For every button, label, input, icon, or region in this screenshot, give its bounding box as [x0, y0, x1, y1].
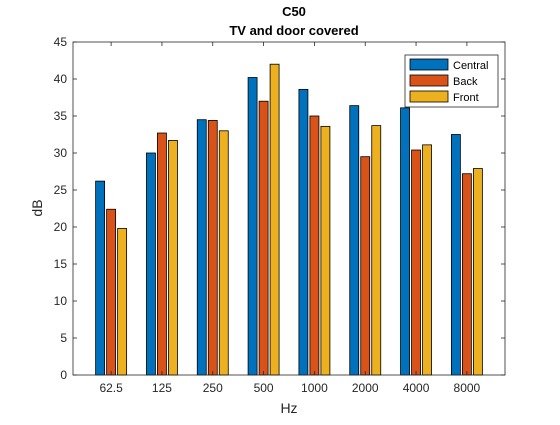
y-tick-label: 15	[54, 257, 68, 271]
legend-label-back: Back	[453, 76, 478, 88]
bar-back-500	[258, 100, 269, 376]
bar-back-2000	[360, 156, 371, 376]
bar-central-125	[146, 152, 156, 376]
legend: Central Back Front	[404, 54, 499, 108]
bar-central-500	[247, 77, 258, 376]
y-tick-label: 40	[54, 72, 68, 86]
bars-group	[95, 63, 483, 376]
x-tick-label: 125	[152, 381, 172, 395]
legend-swatch-back	[409, 74, 449, 87]
y-tick-label: 0	[60, 368, 67, 382]
bar-back-4000	[411, 149, 421, 376]
bar-back-250	[207, 120, 218, 376]
bar-central-62.5	[95, 180, 106, 376]
bar-front-125	[168, 140, 178, 376]
bar-central-250	[196, 119, 207, 376]
x-tick-label: 62.5	[99, 381, 123, 395]
bar-central-1000	[298, 88, 309, 376]
bar-front-8000	[472, 168, 483, 376]
y-tick-label: 5	[60, 331, 67, 345]
bar-central-4000	[400, 107, 410, 376]
bar-front-500	[269, 63, 280, 376]
chart-title: C50	[282, 4, 306, 19]
bar-central-2000	[349, 105, 360, 376]
y-tick-label: 20	[54, 220, 68, 234]
x-axis-label: Hz	[280, 400, 297, 416]
x-tick-label: 8000	[454, 381, 481, 395]
bar-back-125	[157, 132, 167, 376]
y-tick-label: 25	[54, 183, 68, 197]
legend-label-central: Central	[453, 60, 488, 72]
legend-label-front: Front	[453, 92, 479, 104]
y-tick-label: 45	[54, 35, 68, 49]
axes-group: 0 5 10 15 20 25 30 35 40 45 62.5 125 250 500 1000 2000 4…	[54, 35, 506, 395]
bar-back-62.5	[106, 208, 117, 376]
x-tick-label: 4000	[403, 381, 430, 395]
y-tick-label: 35	[54, 109, 68, 123]
bar-front-4000	[422, 144, 432, 376]
x-tick-label: 500	[254, 381, 274, 395]
bar-front-250	[218, 130, 229, 376]
bar-front-2000	[371, 125, 382, 376]
x-tick-label: 250	[203, 381, 223, 395]
bar-front-62.5	[117, 228, 128, 376]
x-tick-label: 1000	[301, 381, 328, 395]
chart-subtitle: TV and door covered	[229, 23, 358, 38]
bar-front-1000	[320, 125, 331, 376]
x-tick-label: 2000	[352, 381, 379, 395]
bar-back-8000	[461, 173, 472, 376]
legend-swatch-central	[409, 58, 449, 71]
legend-swatch-front	[409, 90, 449, 103]
axes-box	[72, 41, 506, 376]
y-axis-label: dB	[29, 199, 45, 216]
bar-back-1000	[309, 115, 320, 376]
bar-central-8000	[450, 134, 461, 376]
y-tick-label: 10	[54, 294, 68, 308]
y-tick-label: 30	[54, 146, 68, 160]
